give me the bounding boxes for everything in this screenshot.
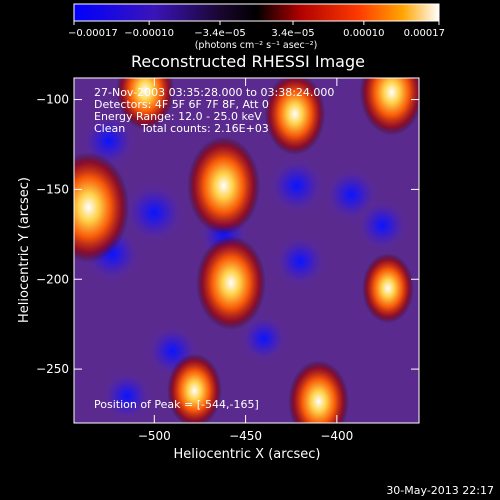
y-tick-label: −250 — [36, 362, 69, 376]
colorbar-tick-label: −0.00010 — [124, 28, 174, 39]
x-axis-label: Heliocentric X (arcsec) — [174, 447, 321, 462]
plot-area: −500 −450 −400 −100 −150 −200 −250 — [36, 77, 420, 443]
y-axis-label: Heliocentric Y (arcsec) — [17, 177, 32, 323]
detectors-text: Detectors: 4F 5F 6F 7F 8F, Att 0 — [94, 98, 269, 111]
bright-source-6 — [116, 78, 174, 130]
colorbar-ticks: −0.00017 −0.00010 −3.4e−05 3.4e−05 0.00010 0.… — [68, 21, 445, 39]
colorbar-units: (photons cm⁻² s⁻¹ asec⁻²) — [195, 40, 318, 51]
y-tick-label: −100 — [36, 93, 69, 107]
bright-source-8 — [288, 360, 349, 423]
bright-source-7 — [167, 353, 222, 423]
dark-source-8 — [352, 195, 413, 255]
chart-title: Reconstructed RHESSI Image — [131, 52, 365, 71]
energy-range-text: Energy Range: 12.0 - 25.0 keV — [94, 110, 262, 123]
x-tick-label: −450 — [229, 429, 262, 443]
dark-source-11 — [236, 311, 291, 366]
peak-position-text: Position of Peak = [-544,-165] — [94, 398, 259, 411]
bright-source-2 — [187, 136, 260, 235]
footer-timestamp: 30-May-2013 22:17 — [386, 484, 494, 497]
y-tick-label: −150 — [36, 182, 69, 196]
dark-source-10 — [98, 367, 156, 423]
colorbar: −0.00017 −0.00010 −3.4e−05 3.4e−05 0.00010 0.… — [68, 3, 445, 51]
x-tick-label: −500 — [138, 429, 171, 443]
colorbar-gradient — [73, 3, 440, 22]
dark-source-5 — [264, 153, 329, 219]
colorbar-tick-label: −0.00017 — [68, 28, 118, 39]
colorbar-tick-label: 3.4e−05 — [271, 28, 314, 39]
heatmap-layer — [74, 78, 419, 423]
overlay-annotations: 27-Nov-2003 03:35:28.000 to 03:38:24.000… — [94, 86, 334, 411]
bright-source-1 — [74, 152, 130, 263]
colorbar-tick-label: −3.4e−05 — [194, 28, 246, 39]
colorbar-tick-label: 0.00017 — [404, 28, 445, 39]
bright-source-9 — [362, 253, 414, 324]
x-tick-label: −400 — [320, 429, 353, 443]
plot-frame — [73, 77, 420, 424]
bright-source-4 — [264, 78, 326, 155]
time-range-text: 27-Nov-2003 03:35:28.000 to 03:38:24.000 — [94, 86, 334, 99]
bright-source-5 — [359, 78, 419, 136]
clean-label: Clean — [94, 122, 125, 135]
colorbar-tick-label: 0.00010 — [343, 28, 384, 39]
total-counts-text: Total counts: 2.16E+03 — [140, 122, 269, 135]
dark-source-6 — [270, 231, 330, 291]
y-tick-label: −200 — [36, 272, 69, 286]
dark-source-3 — [119, 177, 190, 248]
axis-ticks: −500 −450 −400 −100 −150 −200 −250 — [36, 78, 419, 443]
bright-source-3 — [196, 235, 266, 330]
